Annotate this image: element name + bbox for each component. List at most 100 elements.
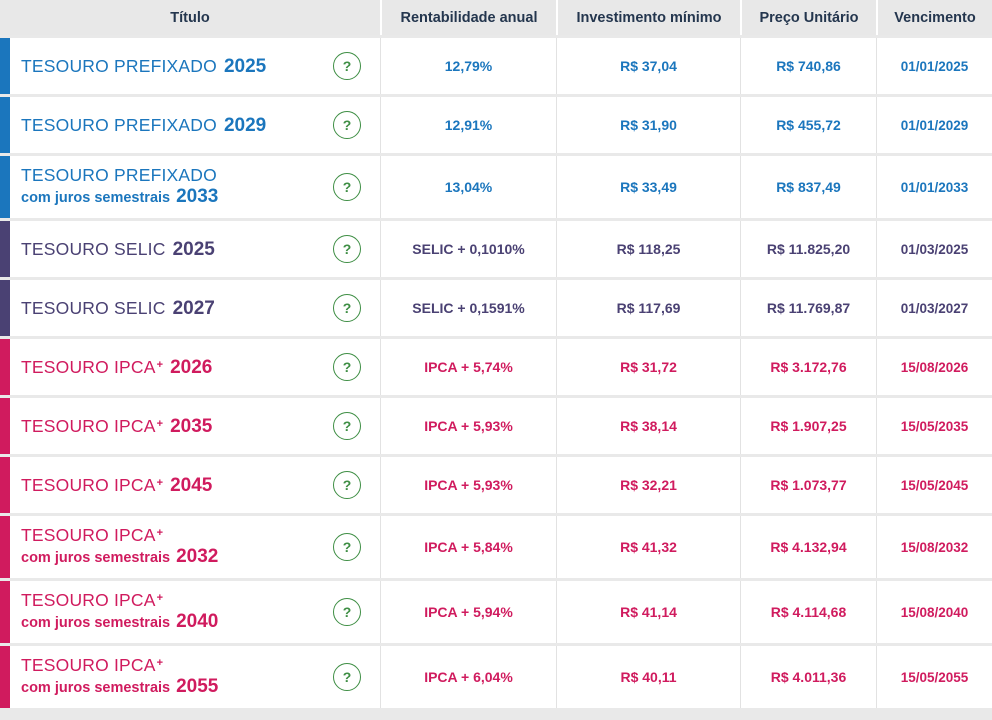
unit-price: R$ 4.011,36 (740, 646, 876, 708)
bond-name: TESOURO IPCA (21, 474, 156, 495)
bond-name: TESOURO SELIC (21, 238, 166, 259)
annual-rate: 12,79% (380, 38, 556, 94)
table-row[interactable]: TESOURO IPCA + com juros semestrais 2032 … (0, 516, 992, 578)
annual-rate: SELIC + 0,1591% (380, 280, 556, 336)
maturity-date: 15/08/2032 (876, 516, 992, 578)
maturity-date: 01/03/2025 (876, 221, 992, 277)
maturity-date: 15/08/2040 (876, 581, 992, 643)
category-color-bar (0, 97, 10, 153)
bond-year: 2040 (176, 611, 219, 632)
bond-name: TESOURO IPCA (21, 590, 156, 610)
maturity-date: 15/05/2055 (876, 646, 992, 708)
annual-rate: IPCA + 5,84% (380, 516, 556, 578)
column-header-investimento: Investimento mínimo (556, 0, 740, 35)
bond-year: 2025 (223, 55, 267, 77)
category-color-bar (0, 339, 10, 395)
annual-rate: 13,04% (380, 156, 556, 218)
help-icon[interactable]: ? (333, 471, 361, 499)
category-color-bar (0, 581, 10, 643)
unit-price: R$ 1.907,25 (740, 398, 876, 454)
bond-name: TESOURO PREFIXADO (21, 114, 217, 135)
help-icon[interactable]: ? (333, 412, 361, 440)
table-row[interactable]: TESOURO IPCA + com juros semestrais 2055 … (0, 646, 992, 708)
category-color-bar (0, 38, 10, 94)
min-investment: R$ 41,32 (556, 516, 740, 578)
table-row[interactable]: TESOURO IPCA + 2026 ? IPCA + 5,74% R$ 31,… (0, 339, 992, 395)
ipca-plus-superscript: + (156, 657, 164, 669)
ipca-plus-superscript: + (156, 527, 164, 539)
maturity-date: 01/01/2029 (876, 97, 992, 153)
help-icon[interactable]: ? (333, 173, 361, 201)
table-row[interactable]: TESOURO PREFIXADO 2029 ? 12,91% R$ 31,90… (0, 97, 992, 153)
min-investment: R$ 31,90 (556, 97, 740, 153)
help-icon[interactable]: ? (333, 294, 361, 322)
ipca-plus-superscript: + (156, 476, 164, 489)
bond-year: 2029 (223, 114, 267, 136)
table-row[interactable]: TESOURO IPCA + 2045 ? IPCA + 5,93% R$ 32,… (0, 457, 992, 513)
ipca-plus-superscript: + (156, 358, 164, 371)
min-investment: R$ 40,11 (556, 646, 740, 708)
bond-year: 2035 (170, 415, 213, 437)
bond-name: TESOURO PREFIXADO (21, 55, 217, 76)
maturity-date: 15/08/2026 (876, 339, 992, 395)
min-investment: R$ 32,21 (556, 457, 740, 513)
category-color-bar (0, 457, 10, 513)
category-color-bar (0, 156, 10, 218)
help-icon[interactable]: ? (333, 663, 361, 691)
min-investment: R$ 118,25 (556, 221, 740, 277)
maturity-date: 01/01/2033 (876, 156, 992, 218)
category-color-bar (0, 516, 10, 578)
unit-price: R$ 740,86 (740, 38, 876, 94)
category-color-bar (0, 646, 10, 708)
table-row[interactable]: TESOURO IPCA + 2035 ? IPCA + 5,93% R$ 38,… (0, 398, 992, 454)
category-color-bar (0, 221, 10, 277)
help-icon[interactable]: ? (333, 235, 361, 263)
bond-subtitle: com juros semestrais (21, 550, 171, 566)
unit-price: R$ 11.825,20 (740, 221, 876, 277)
column-header-titulo: Título (170, 9, 210, 26)
ipca-plus-superscript: + (156, 417, 164, 430)
bond-name: TESOURO IPCA (21, 525, 156, 545)
annual-rate: 12,91% (380, 97, 556, 153)
table-row[interactable]: TESOURO PREFIXADO com juros semestrais 2… (0, 156, 992, 218)
column-header-vencimento: Vencimento (876, 0, 992, 35)
maturity-date: 15/05/2035 (876, 398, 992, 454)
min-investment: R$ 33,49 (556, 156, 740, 218)
maturity-date: 01/03/2027 (876, 280, 992, 336)
bond-name: TESOURO IPCA (21, 655, 156, 675)
help-icon[interactable]: ? (333, 111, 361, 139)
table-row[interactable]: TESOURO PREFIXADO 2025 ? 12,79% R$ 37,04… (0, 38, 992, 94)
column-header-rentabilidade: Rentabilidade anual (380, 0, 556, 35)
bond-name: TESOURO SELIC (21, 297, 166, 318)
maturity-date: 01/01/2025 (876, 38, 992, 94)
annual-rate: IPCA + 5,93% (380, 457, 556, 513)
bond-subtitle: com juros semestrais (21, 615, 171, 631)
category-color-bar (0, 398, 10, 454)
table-row[interactable]: TESOURO IPCA + com juros semestrais 2040 … (0, 581, 992, 643)
bond-year: 2033 (176, 186, 219, 207)
bond-year: 2032 (176, 546, 219, 567)
help-icon[interactable]: ? (333, 598, 361, 626)
annual-rate: IPCA + 5,94% (380, 581, 556, 643)
bond-year: 2027 (172, 297, 215, 319)
min-investment: R$ 38,14 (556, 398, 740, 454)
table-row[interactable]: TESOURO SELIC 2025 ? SELIC + 0,1010% R$ … (0, 221, 992, 277)
bond-year: 2055 (176, 676, 219, 697)
bond-year: 2025 (172, 238, 215, 260)
annual-rate: IPCA + 5,74% (380, 339, 556, 395)
unit-price: R$ 837,49 (740, 156, 876, 218)
bond-subtitle: com juros semestrais (21, 190, 171, 206)
help-icon[interactable]: ? (333, 353, 361, 381)
annual-rate: IPCA + 5,93% (380, 398, 556, 454)
unit-price: R$ 3.172,76 (740, 339, 876, 395)
help-icon[interactable]: ? (333, 52, 361, 80)
category-color-bar (0, 280, 10, 336)
bond-name: TESOURO PREFIXADO (21, 165, 217, 185)
annual-rate: SELIC + 0,1010% (380, 221, 556, 277)
unit-price: R$ 4.114,68 (740, 581, 876, 643)
help-icon[interactable]: ? (333, 533, 361, 561)
unit-price: R$ 4.132,94 (740, 516, 876, 578)
min-investment: R$ 37,04 (556, 38, 740, 94)
table-row[interactable]: TESOURO SELIC 2027 ? SELIC + 0,1591% R$ … (0, 280, 992, 336)
